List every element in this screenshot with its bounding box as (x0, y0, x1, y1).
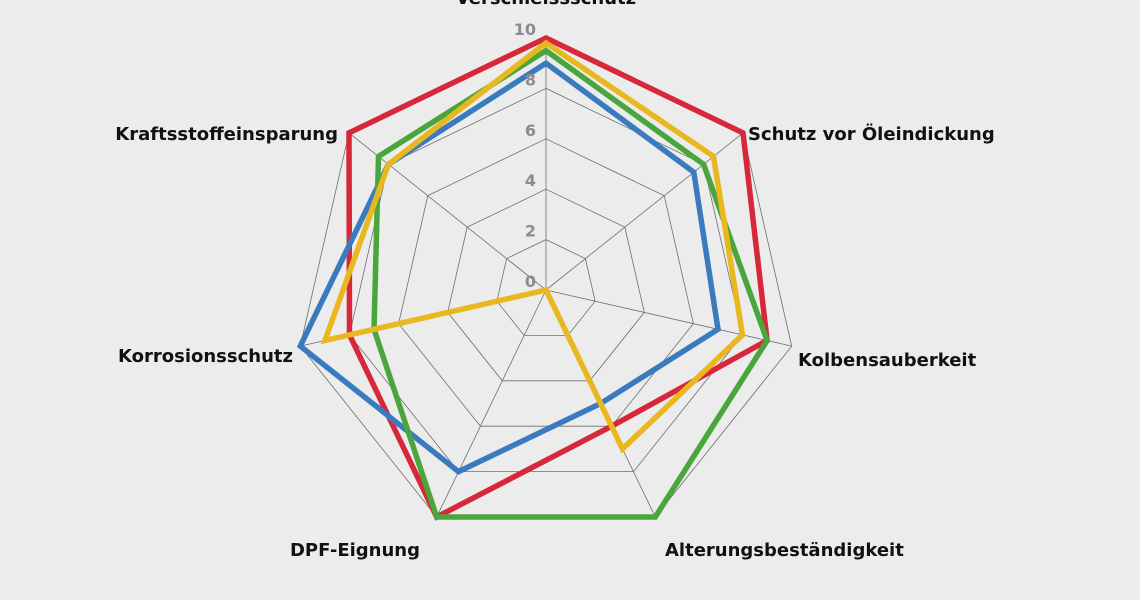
tick-label: 4 (525, 171, 536, 190)
grid-spoke (545, 132, 744, 291)
tick-label: 8 (525, 70, 536, 89)
grid-ring (349, 87, 743, 473)
tick-label: 6 (525, 121, 536, 140)
tick-label: 0 (525, 272, 536, 291)
grid-spoke (348, 132, 547, 291)
grid-ring (447, 188, 645, 382)
axis-label: DPF-Eignung (290, 540, 420, 561)
tick-label-layer: 0 2 4 6 8 10 (514, 20, 536, 291)
tick-label: 10 (514, 20, 536, 39)
axis-label: Korrosionsschutz (118, 346, 293, 367)
grid-ring (398, 138, 694, 427)
tick-label: 2 (525, 222, 536, 241)
grid-spoke (436, 289, 547, 518)
axis-label: Schutz vor Öleindickung (748, 123, 995, 145)
series-layer (296, 34, 771, 521)
series-line-4 (320, 39, 746, 454)
axis-label: Kolbensauberkeit (798, 350, 977, 371)
series-line-1 (346, 34, 771, 521)
axis-label: Verschleissschutz (456, 0, 636, 9)
grid-ring (496, 239, 596, 336)
grid-spoke (545, 289, 792, 347)
axis-label: Alterungsbeständigkeit (665, 540, 904, 561)
series-line-2 (296, 59, 721, 475)
axis-label-layer: Verschleissschutz Schutz vor Öleindickung… (115, 0, 994, 561)
axis-label: Kraftsstoffeinsparung (115, 124, 338, 145)
series-line-3 (371, 47, 771, 520)
